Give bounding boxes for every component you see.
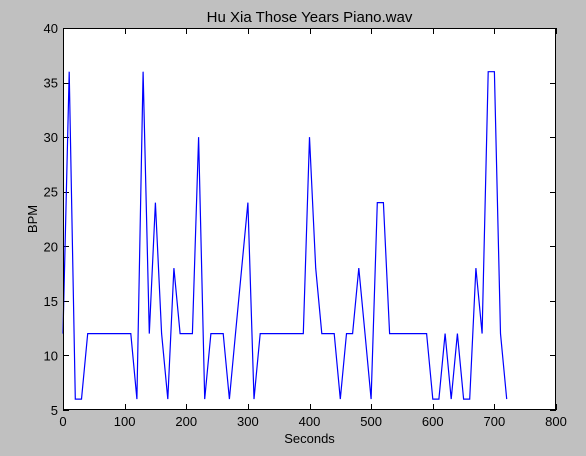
x-tick-label: 400: [299, 414, 321, 429]
plot-frame: [63, 28, 556, 410]
chart-title: Hu Xia Those Years Piano.wav: [207, 9, 413, 26]
x-tick-label: 800: [545, 414, 567, 429]
y-tick-label: 25: [44, 185, 58, 200]
plot-area: [63, 28, 556, 410]
x-tick-label: 0: [59, 414, 66, 429]
x-tick-label: 100: [114, 414, 136, 429]
bpm-series-line: [62, 71, 508, 400]
y-tick-label: 10: [44, 348, 58, 363]
axis-ticks: 0 100 200 300 400 500 600 700 800 5 10 15 20 25 30 35 40: [44, 21, 567, 429]
y-tick-label: 35: [44, 76, 58, 91]
x-axis-label: Seconds: [284, 431, 335, 446]
y-tick-label: 15: [44, 294, 58, 309]
y-tick-label: 20: [44, 239, 58, 254]
x-tick-label: 700: [484, 414, 506, 429]
y-tick-label: 30: [44, 130, 58, 145]
x-tick-label: 600: [422, 414, 444, 429]
x-tick-label: 300: [237, 414, 259, 429]
y-tick-label: 40: [44, 21, 58, 36]
x-tick-label: 200: [175, 414, 197, 429]
x-tick-label: 500: [360, 414, 382, 429]
y-tick-label: 5: [51, 403, 58, 418]
y-axis-label: BPM: [25, 205, 40, 233]
